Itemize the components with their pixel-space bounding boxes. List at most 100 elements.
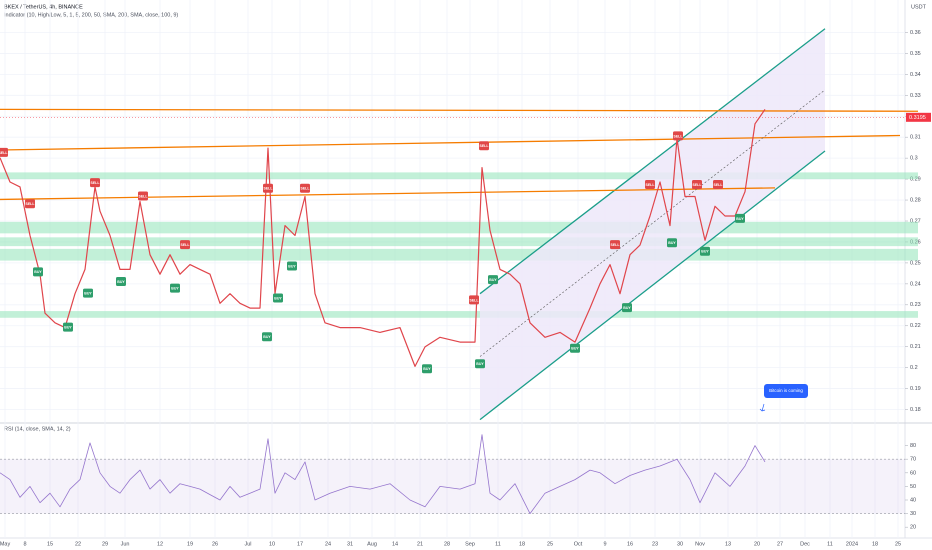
y-tick-label: 0.33 — [910, 93, 921, 99]
signal-marker — [422, 364, 432, 374]
x-tick-label: Aug — [367, 541, 377, 547]
signal-marker — [170, 283, 180, 293]
signal-marker — [692, 179, 702, 189]
x-tick-label: Oct — [574, 541, 583, 547]
signal-label: BUY — [701, 250, 709, 254]
signal-label: BUY — [476, 362, 484, 366]
signal-label: SELL — [0, 151, 8, 155]
x-tick-label: 18 — [872, 541, 878, 547]
signal-label: BUY — [263, 335, 271, 339]
x-tick-label: Jun — [121, 541, 130, 547]
last-price-box — [906, 112, 931, 122]
y-tick-label: 0.21 — [910, 344, 921, 350]
signal-marker — [180, 240, 190, 250]
signal-marker — [479, 141, 489, 151]
x-tick-label: 11 — [495, 541, 501, 547]
trendline — [479, 89, 826, 357]
x-tick-label: 31 — [347, 541, 353, 547]
signal-marker — [667, 238, 677, 248]
x-tick-label: 30 — [677, 541, 683, 547]
x-tick-label: 29 — [102, 541, 108, 547]
y-tick-label: 0.31 — [910, 135, 921, 141]
channel-line — [479, 150, 826, 421]
x-tick-label: Jul — [244, 541, 251, 547]
unit-label: USDT — [911, 4, 927, 10]
signal-marker — [116, 276, 126, 286]
trendline — [0, 187, 776, 201]
x-tick-label: 13 — [725, 541, 731, 547]
signal-label: BUY — [117, 280, 125, 284]
y-tick-label: 0.29 — [910, 177, 921, 183]
channel-line — [479, 28, 826, 295]
signal-label: SELL — [139, 194, 149, 198]
y-tick-label: 50 — [910, 484, 916, 490]
signal-marker — [287, 261, 297, 271]
indicator-label: Indicator (10, High/Low, 5, 1, 5, 200, 5… — [4, 12, 178, 18]
signal-marker — [63, 322, 73, 332]
signal-marker — [673, 131, 683, 141]
y-tick-label: 0.22 — [910, 323, 921, 329]
signal-marker — [83, 288, 93, 298]
y-tick-label: 0.23 — [910, 302, 921, 308]
x-tick-label: 18 — [519, 541, 525, 547]
x-tick-label: 24 — [325, 541, 331, 547]
x-tick-label: 25 — [547, 541, 553, 547]
signal-marker — [475, 359, 485, 369]
x-tick-label: 20 — [754, 541, 760, 547]
y-tick-label: 0.24 — [910, 281, 921, 287]
y-tick-label: 0.3 — [910, 156, 918, 162]
x-tick-label: 14 — [392, 541, 398, 547]
x-tick-label: 22 — [75, 541, 81, 547]
x-tick-label: 27 — [777, 541, 783, 547]
callout-box — [764, 384, 808, 398]
x-tick-label: May — [0, 541, 10, 547]
signal-label: BUY — [489, 278, 497, 282]
signal-label: SELL — [470, 298, 480, 302]
x-tick-label: Nov — [695, 541, 705, 547]
x-tick-label: 10 — [269, 541, 275, 547]
signal-label: SELL — [714, 183, 724, 187]
y-tick-label: 0.18 — [910, 407, 921, 413]
y-tick-label: 70 — [910, 457, 916, 463]
signal-label: BUY — [84, 292, 92, 296]
x-tick-label: 23 — [652, 541, 658, 547]
signal-label: SELL — [301, 187, 311, 191]
x-tick-label: 8 — [23, 541, 26, 547]
x-tick-label: 26 — [212, 541, 218, 547]
y-tick-label: 0.27 — [910, 218, 921, 224]
y-tick-label: 0.34 — [910, 72, 921, 78]
signal-label: SELL — [91, 181, 101, 185]
last-price-label: 0.3195 — [909, 115, 926, 121]
rsi-band — [0, 459, 905, 514]
x-tick-label: Sep — [465, 541, 475, 547]
signal-marker — [700, 246, 710, 256]
y-tick-label: 0.2 — [910, 365, 918, 371]
x-tick-label: 28 — [444, 541, 450, 547]
signal-marker — [25, 199, 35, 209]
signal-label: BUY — [668, 241, 676, 245]
signal-marker — [138, 191, 148, 201]
x-tick-label: 9 — [603, 541, 606, 547]
y-tick-label: 40 — [910, 497, 916, 503]
signal-label: BUY — [34, 270, 42, 274]
signal-marker — [0, 147, 8, 157]
signal-label: SELL — [181, 243, 191, 247]
callout-text: Bitcoin is coming — [769, 388, 803, 393]
callout-arrow — [759, 403, 766, 412]
signal-label: BUY — [274, 296, 282, 300]
signal-marker — [610, 240, 620, 250]
y-tick-label: 0.35 — [910, 51, 921, 57]
signal-marker — [33, 267, 43, 277]
signal-label: BUY — [423, 367, 431, 371]
price-line — [0, 434, 766, 514]
y-tick-label: 80 — [910, 443, 916, 449]
signal-label: SELL — [480, 144, 490, 148]
x-tick-label: 21 — [417, 541, 423, 547]
signal-marker — [90, 178, 100, 188]
y-tick-label: 0.36 — [910, 30, 921, 36]
signal-marker — [262, 332, 272, 342]
signal-label: BUY — [288, 264, 296, 268]
signal-label: SELL — [264, 187, 274, 191]
x-tick-label: 15 — [47, 541, 53, 547]
